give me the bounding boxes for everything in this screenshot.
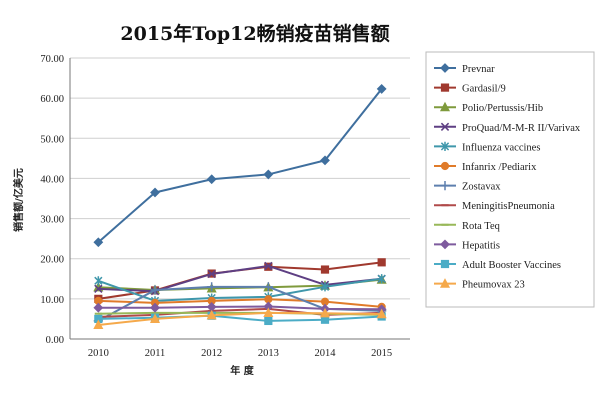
legend-label: Gardasil/9 (462, 84, 506, 95)
legend-item: Rota Teq (434, 221, 501, 232)
x-tick-label: 2012 (201, 348, 222, 359)
data-point (319, 307, 331, 318)
data-point (93, 319, 104, 330)
data-point (150, 285, 160, 295)
y-tick-labels: 0.00 10.00 20.00 30.00 40.00 50.00 60.00 70.00 (40, 54, 64, 346)
axes (69, 58, 410, 340)
series-line (98, 311, 382, 326)
legend-label: Influenza vaccines (462, 142, 540, 153)
legend-label: Rota Teq (462, 221, 501, 232)
data-point (263, 282, 273, 292)
series-0 (93, 84, 387, 248)
y-axis-label: 销售额/亿美元 (12, 168, 25, 232)
series-group (93, 84, 387, 330)
legend-marker (440, 181, 450, 191)
legend-label: Hepatitis (462, 240, 500, 251)
legend-label: ProQuad/M-M-R II/Varivax (462, 123, 581, 134)
data-point (264, 261, 273, 271)
legend-item: MeningitisPneumonia (434, 201, 555, 212)
legend-label: Prevnar (462, 64, 495, 75)
y-tick-label: 40.00 (40, 174, 64, 185)
legend-item: ProQuad/M-M-R II/Varivax (434, 122, 581, 134)
legend-marker (440, 63, 450, 73)
legend: Prevnar Gardasil/9 Polio/Pertussis/Hib ProQ… (434, 63, 581, 291)
data-point (376, 84, 387, 94)
legend-label: Adult Booster Vaccines (462, 260, 561, 271)
chart-title: 2015年Top12畅销疫苗销售额 (120, 22, 389, 45)
x-axis-label: 年 度 (230, 364, 254, 377)
y-tick-label: 70.00 (40, 54, 64, 65)
legend-marker (440, 141, 450, 151)
data-point (207, 282, 217, 292)
legend-item: Polio/Pertussis/Hib (434, 101, 543, 114)
legend-label: Pheumovax 23 (462, 280, 525, 291)
series-line (98, 314, 382, 322)
series-11 (93, 307, 387, 330)
data-point (150, 302, 160, 313)
series-line (98, 264, 382, 293)
x-tick-label: 2013 (258, 348, 279, 359)
x-tick-label: 2011 (145, 348, 166, 359)
legend-item: Influenza vaccines (434, 141, 540, 153)
legend-marker (440, 259, 450, 269)
data-point (320, 155, 330, 166)
legend-item: Prevnar (434, 63, 495, 75)
y-tick-label: 20.00 (40, 255, 64, 266)
legend-marker (440, 239, 450, 250)
data-point (206, 174, 217, 185)
data-point (377, 258, 386, 267)
legend-marker (439, 278, 451, 288)
legend-item: Pheumovax 23 (434, 278, 525, 291)
series-line (97, 88, 383, 244)
series-line (98, 298, 382, 308)
legend-marker (439, 101, 451, 112)
data-point (264, 316, 273, 326)
legend-item: Hepatitis (434, 239, 500, 251)
legend-marker (440, 161, 450, 171)
y-tick-label: 50.00 (40, 134, 64, 145)
data-point (94, 284, 103, 293)
data-point (206, 309, 217, 320)
legend-item: Infanrix /Pediarix (434, 161, 537, 173)
legend-item: Zostavax (434, 181, 501, 193)
legend-label: Zostavax (462, 182, 501, 193)
data-point (263, 169, 274, 180)
legend-label: Infanrix /Pediarix (462, 162, 537, 173)
data-point (320, 265, 330, 274)
data-point (207, 269, 216, 279)
legend-label: MeningitisPneumonia (462, 201, 555, 212)
legend-marker (440, 83, 450, 92)
series-line (97, 277, 382, 302)
legend-marker (440, 122, 450, 131)
data-point (93, 302, 104, 313)
x-tick-label: 2014 (315, 348, 337, 359)
data-point (93, 237, 104, 248)
x-tick-labels: 2010 2011 2012 2013 2014 2015 (88, 348, 392, 359)
y-tick-label: 30.00 (40, 215, 64, 226)
data-point (263, 307, 274, 318)
y-tick-label: 60.00 (40, 94, 64, 105)
x-tick-label: 2015 (371, 348, 392, 359)
legend-frame (425, 51, 595, 308)
data-point (149, 313, 161, 324)
data-point (377, 274, 386, 284)
data-point (150, 187, 160, 198)
legend-item: Adult Booster Vaccines (434, 259, 561, 271)
y-tick-label: 0.00 (46, 335, 64, 346)
data-point (376, 308, 387, 319)
data-point (94, 276, 103, 286)
data-point (320, 282, 330, 292)
x-tick-label: 2010 (88, 348, 109, 359)
y-tick-label: 10.00 (40, 295, 64, 306)
series-line (98, 305, 382, 311)
legend-item: Gardasil/9 (434, 83, 506, 95)
legend-label: Polio/Pertussis/Hib (462, 103, 543, 114)
